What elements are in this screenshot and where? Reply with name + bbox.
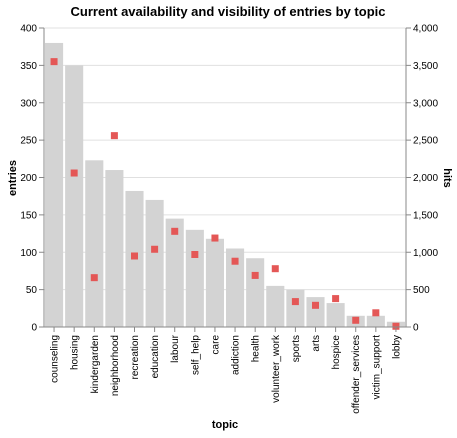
point-layer [50, 58, 400, 330]
y-right-tick-label: 1,000 [413, 248, 438, 259]
point-labour [171, 227, 179, 235]
x-tick-label-offender_services: offender_services [351, 335, 362, 414]
bar-labour [165, 218, 184, 327]
x-tick-label-counseling: counseling [50, 335, 61, 383]
x-tick-label-recreation: recreation [130, 335, 141, 379]
point-recreation [131, 252, 138, 260]
x-tick-label-care: care [210, 335, 221, 355]
bar-neighborhood [105, 170, 124, 327]
point-hospice [332, 295, 340, 303]
bar-kindergarden [85, 160, 104, 327]
bar-layer [45, 42, 405, 327]
y-axis-right-title: hits [441, 168, 453, 188]
x-tick-label-addiction: addiction [231, 335, 242, 375]
y-left-tick-label: 400 [20, 24, 37, 35]
y-right-tick-label: 2,000 [413, 173, 438, 184]
bar-care [205, 238, 224, 327]
point-sports [291, 298, 299, 306]
point-health [251, 271, 259, 279]
y-right-tick-label: 3,500 [413, 61, 438, 72]
point-volunteer_work [271, 265, 279, 273]
x-tick-label-housing: housing [70, 335, 81, 370]
y-right-tick-label: 4,000 [413, 24, 438, 35]
chart-title: Current availability and visibility of e… [71, 4, 386, 19]
bar-volunteer_work [266, 285, 285, 327]
point-victim_support [372, 309, 380, 317]
point-lobby [392, 322, 400, 330]
point-neighborhood [110, 132, 118, 140]
y-left-tick-label: 0 [31, 323, 37, 334]
bar-housing [65, 65, 84, 327]
x-tick-label-neighborhood: neighborhood [110, 335, 121, 396]
y-right-tick-label: 1,500 [413, 210, 438, 221]
y-left-tick-label: 50 [26, 285, 38, 296]
point-housing [70, 169, 78, 177]
y-right-tick-label: 2,500 [413, 136, 438, 147]
x-tick-label-labour: labour [170, 334, 181, 362]
bar-health [246, 258, 265, 327]
x-tick-label-self_help: self_help [190, 335, 201, 375]
y-left-tick-label: 250 [20, 136, 37, 147]
point-self_help [191, 250, 199, 258]
x-tick-label-victim_support: victim_support [371, 335, 382, 400]
y-left-tick-label: 100 [20, 248, 37, 259]
bar-hospice [326, 303, 345, 327]
x-tick-label-lobby: lobby [391, 335, 402, 359]
axis-layer: 0 50 100 150 200 250 300 350 400 0 500 1,000 1,500 2,… [20, 24, 438, 414]
x-tick-label-arts: arts [311, 335, 322, 352]
y-left-tick-label: 300 [20, 98, 37, 109]
point-offender_services [352, 316, 360, 324]
y-left-tick-label: 150 [20, 210, 37, 221]
x-tick-label-health: health [251, 335, 262, 362]
bar-arts [306, 297, 325, 327]
x-tick-label-education: education [150, 335, 161, 378]
bar-counseling [45, 42, 64, 327]
x-tick-label-hospice: hospice [331, 335, 342, 370]
grid-layer [44, 27, 406, 328]
point-kindergarden [90, 274, 98, 282]
point-addiction [231, 257, 239, 265]
bar-addiction [226, 248, 245, 327]
bar-self_help [185, 229, 204, 327]
point-arts [312, 301, 319, 309]
y-left-tick-label: 350 [20, 61, 37, 72]
y-right-tick-label: 500 [413, 285, 430, 296]
y-right-tick-label: 0 [413, 323, 419, 334]
y-right-tick-label: 3,000 [413, 98, 438, 109]
x-tick-label-kindergarden: kindergarden [90, 335, 101, 393]
bar-victim_support [366, 315, 385, 327]
x-tick-label-sports: sports [291, 335, 302, 362]
bar-sports [286, 289, 305, 327]
point-counseling [50, 58, 58, 66]
point-care [211, 234, 219, 242]
y-left-tick-label: 200 [20, 173, 37, 184]
bar-education [145, 199, 164, 327]
point-education [151, 245, 159, 253]
y-axis-left-title: entries [7, 160, 19, 196]
x-axis-title: topic [212, 419, 238, 431]
x-tick-label-volunteer_work: volunteer_work [271, 334, 282, 403]
